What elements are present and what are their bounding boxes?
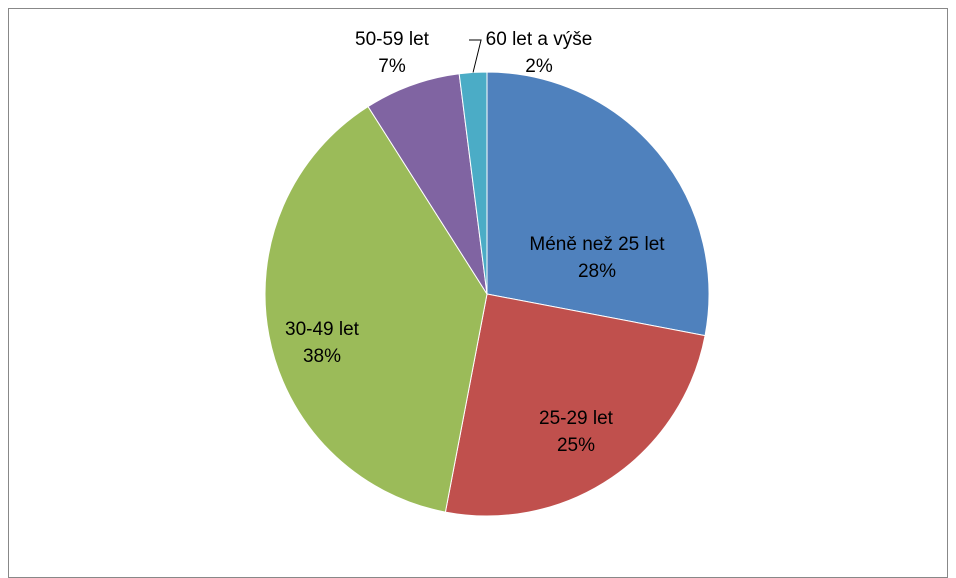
pie-slice [264, 105, 488, 513]
data-label-category: 50-59 let [355, 29, 430, 50]
data-label-value: 7% [378, 56, 406, 77]
data-label-value: 38% [303, 346, 341, 367]
leader-line [469, 39, 482, 73]
data-label-value: 25% [557, 435, 595, 456]
data-label-value: 2% [525, 56, 553, 77]
data-label-category: 60 let a výše [486, 29, 593, 50]
data-label-category: 30-49 let [285, 319, 360, 340]
data-label-category: 25-29 let [539, 408, 614, 429]
data-label-value: 28% [578, 261, 616, 282]
pie-slice [444, 293, 706, 517]
pie-slice [486, 71, 710, 337]
data-label-category: Méně než 25 let [529, 234, 665, 255]
